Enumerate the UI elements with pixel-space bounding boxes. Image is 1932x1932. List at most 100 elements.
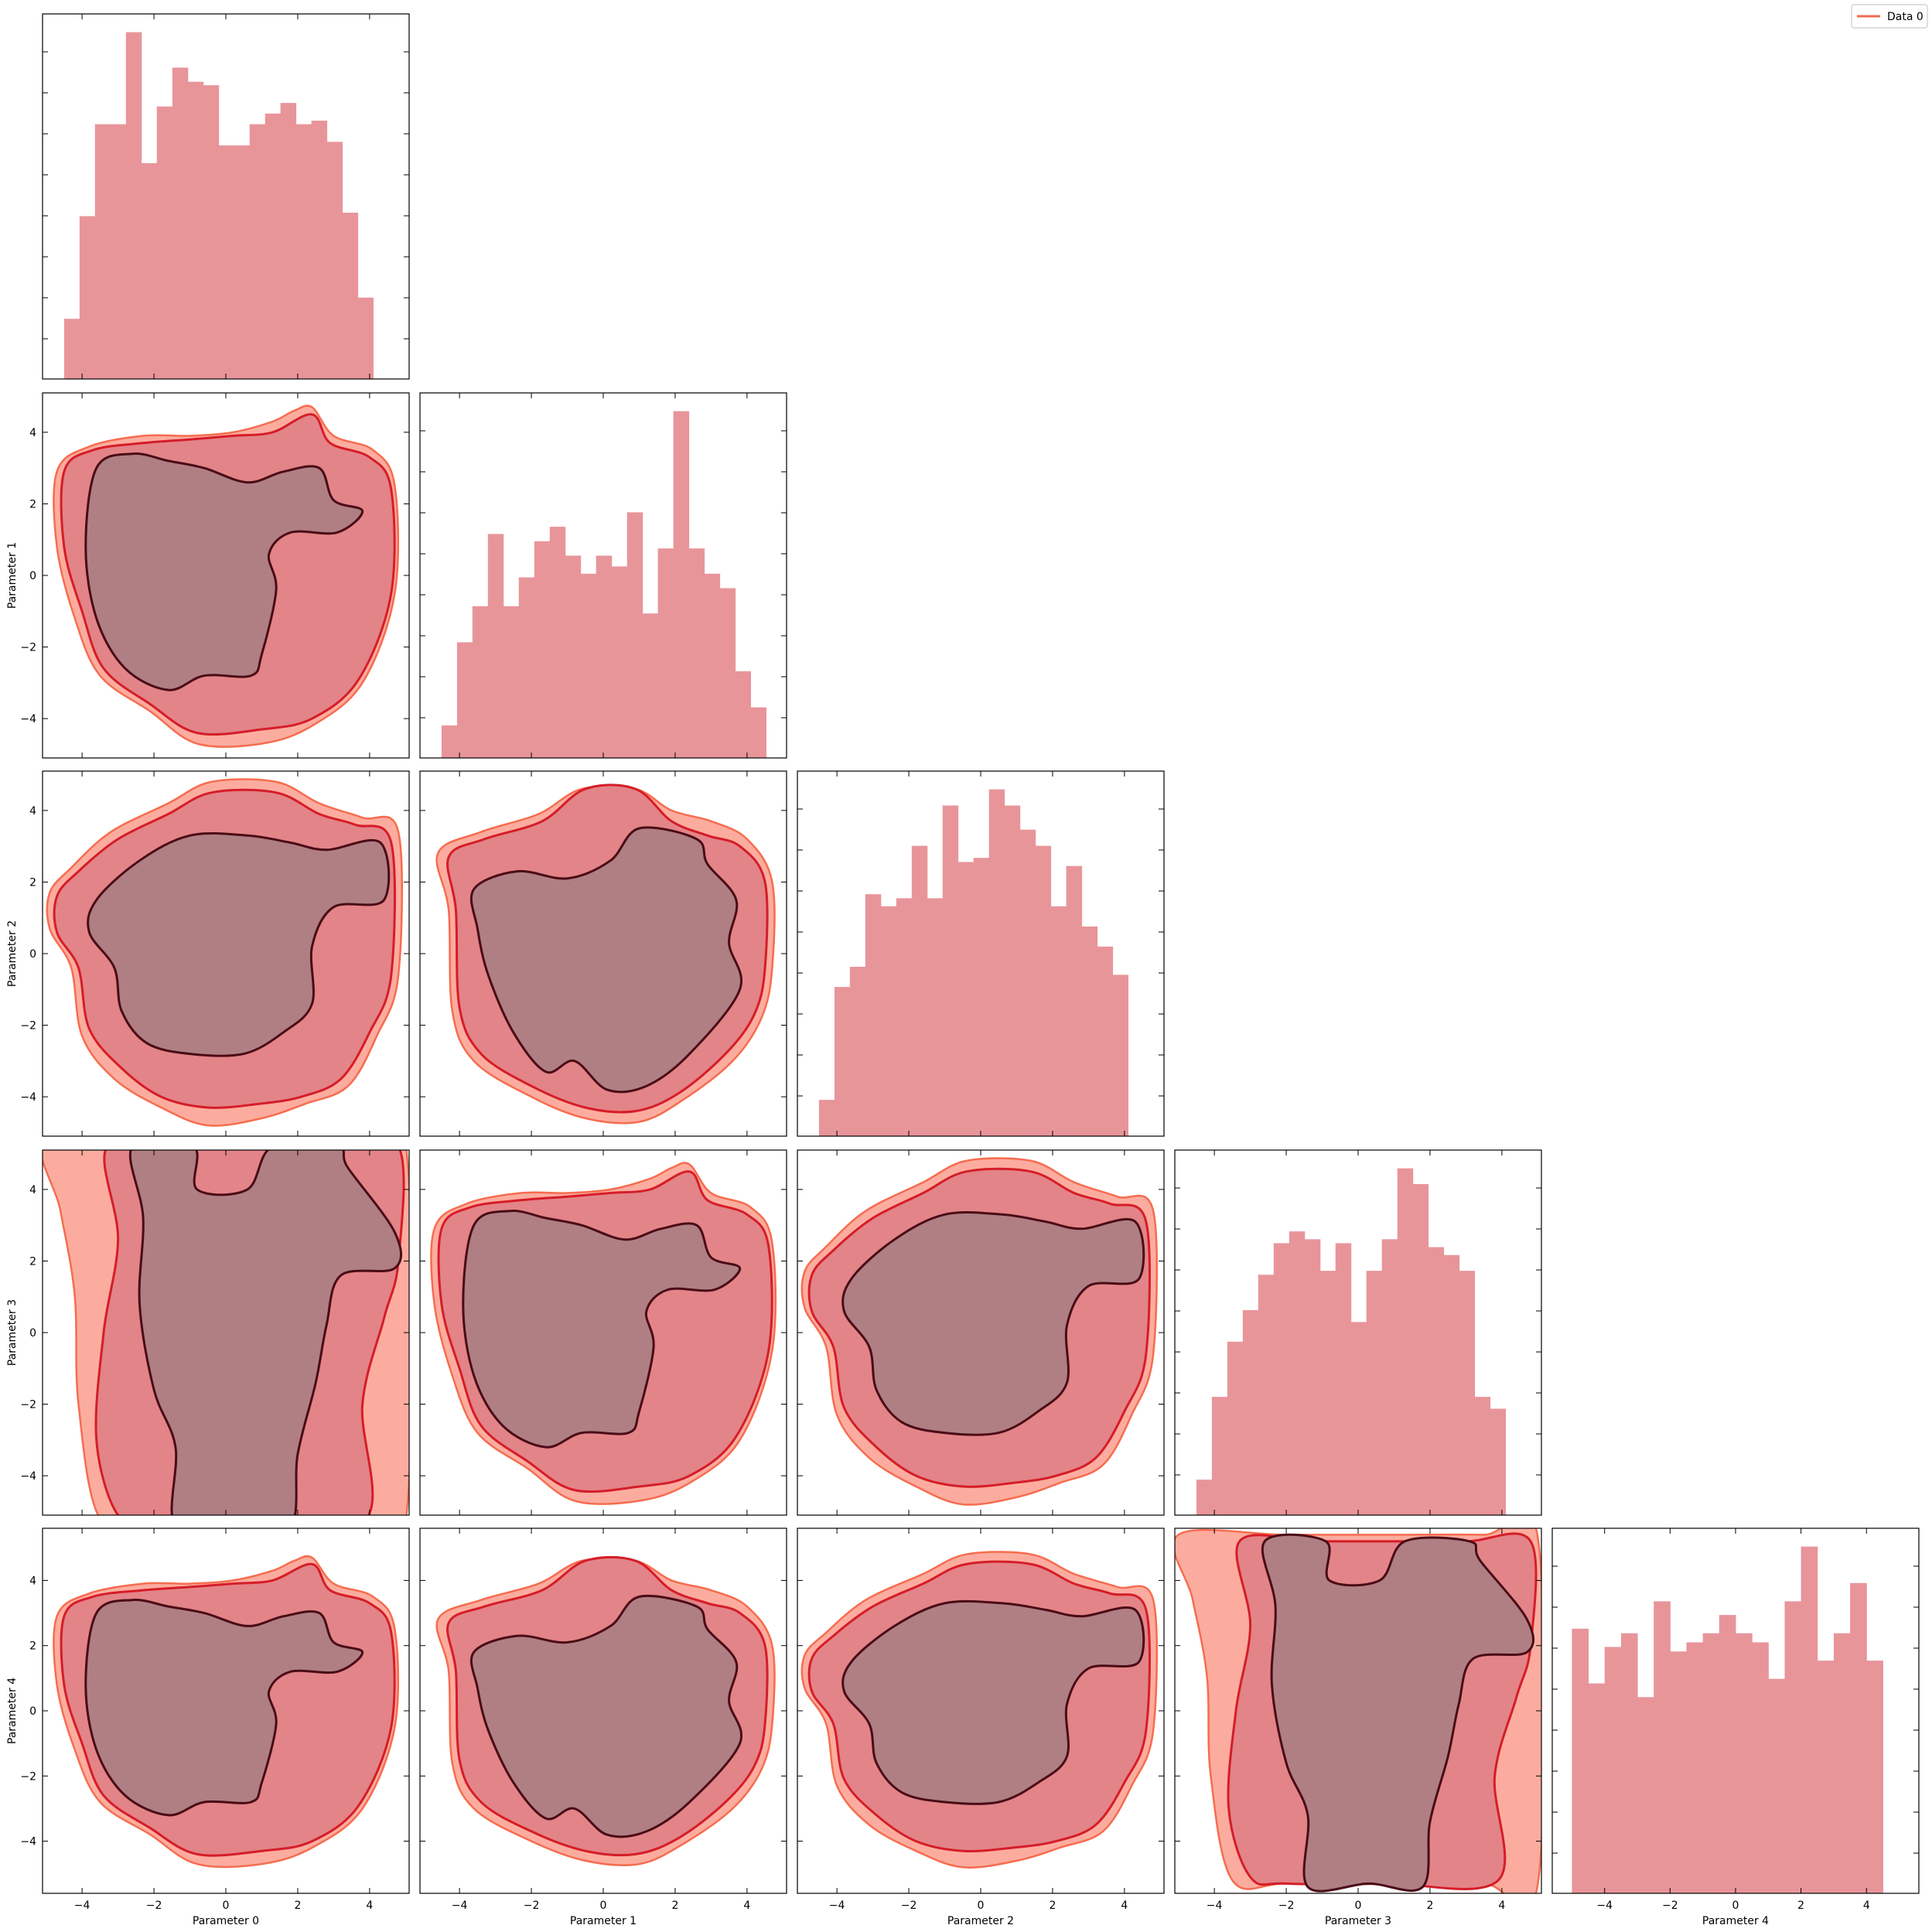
hist-bar-4-9	[1719, 1615, 1736, 1893]
hist-bar-2-1	[834, 987, 851, 1136]
xtick-label-4-2: 0	[1732, 1900, 1739, 1912]
hist-bar-0-10	[218, 145, 235, 379]
hist-bar-4-3	[1620, 1633, 1638, 1893]
contour-inner-3-4	[1261, 1533, 1535, 1893]
hist-bar-2-17	[1081, 926, 1098, 1136]
hist-bar-4-6	[1670, 1651, 1688, 1893]
hist-bar-2-9	[957, 862, 975, 1136]
xlabel-3: Parameter 3	[1325, 1915, 1391, 1927]
ytick-label-1-0: −4	[20, 713, 36, 725]
hist-bar-1-5	[518, 577, 535, 758]
panel-2-2	[797, 770, 1165, 1137]
hist-bar-1-3	[487, 534, 504, 758]
xtick-label-0-4: 4	[366, 1900, 373, 1912]
hist-bar-4-16	[1834, 1633, 1851, 1893]
hist-bar-4-1	[1588, 1683, 1606, 1893]
hist-bar-4-4	[1637, 1697, 1654, 1893]
xtick-label-3-3: 2	[1426, 1900, 1433, 1912]
hist-bar-0-14	[280, 103, 297, 379]
hist-bar-2-11	[988, 789, 1005, 1136]
panel-2-3	[797, 1149, 1165, 1516]
contour-inner-2-3	[841, 1211, 1145, 1436]
xtick-label-2-4: 4	[1121, 1900, 1128, 1912]
ylabel-3: Parameter 3	[6, 1299, 19, 1366]
hist-bar-1-13	[642, 613, 659, 758]
ytick-label-3-0: −4	[20, 1470, 36, 1483]
ytick-label-2-0: −4	[20, 1091, 36, 1104]
xtick-label-4-0: −4	[1596, 1900, 1613, 1912]
panel-0-0	[42, 13, 410, 380]
contour-inner-2-4	[841, 1599, 1145, 1805]
hist-bar-2-16	[1066, 865, 1083, 1136]
panel-3-3	[1174, 1149, 1542, 1516]
hist-bar-4-2	[1604, 1647, 1622, 1893]
hist-bar-2-0	[818, 1100, 835, 1136]
hist-bar-1-17	[704, 573, 721, 758]
hist-bar-4-7	[1686, 1642, 1704, 1893]
xtick-label-0-2: 0	[223, 1900, 230, 1912]
hist-bar-0-19	[357, 297, 374, 379]
contour-inner-0-4	[84, 1599, 364, 1817]
xtick-label-3-4: 4	[1498, 1900, 1505, 1912]
hist-bar-0-7	[172, 67, 189, 379]
hist-bar-1-1	[456, 642, 473, 758]
hist-bar-4-18	[1866, 1661, 1883, 1893]
xtick-label-1-3: 2	[671, 1900, 678, 1912]
hist-bar-4-5	[1654, 1601, 1671, 1893]
xtick-label-1-2: 0	[600, 1900, 607, 1912]
panel-1-3	[419, 1149, 787, 1516]
hist-bar-0-15	[295, 124, 312, 379]
hist-bar-2-18	[1097, 946, 1114, 1136]
ytick-label-3-3: 2	[29, 1255, 36, 1268]
hist-bar-2-3	[865, 894, 882, 1136]
hist-bar-2-7	[927, 898, 944, 1136]
hist-bar-4-15	[1817, 1661, 1835, 1893]
hist-bar-3-17	[1459, 1271, 1476, 1515]
hist-bar-0-4	[125, 32, 142, 379]
xlabel-0: Parameter 0	[193, 1915, 259, 1927]
hist-bar-2-14	[1035, 845, 1052, 1136]
hist-bar-0-3	[110, 124, 127, 379]
panel-grid: −4 −2 0 2 4 −4 −2 0 2 4 −4 −2 0 2 4 −4 −2 0 2 4 −4 −2 0 2 4 −4 −2 0…	[6, 13, 1920, 1927]
hist-bar-3-8	[1319, 1271, 1336, 1515]
ytick-label-1-4: 4	[29, 427, 36, 439]
panel-2-4: −4 −2 0 2 4	[797, 1528, 1165, 1912]
hist-bar-2-6	[911, 845, 928, 1136]
legend-label-data-0: Data 0	[1887, 11, 1923, 23]
hist-bar-0-17	[326, 142, 343, 379]
hist-bar-3-6	[1289, 1231, 1306, 1515]
xtick-label-2-3: 2	[1049, 1900, 1056, 1912]
xtick-label-2-1: −2	[901, 1900, 917, 1912]
xtick-label-2-0: −4	[829, 1900, 845, 1912]
hist-bar-1-16	[688, 548, 705, 758]
hist-bar-0-2	[94, 124, 111, 379]
hist-bar-4-14	[1801, 1546, 1818, 1893]
hist-bar-0-8	[187, 81, 204, 379]
hist-bar-4-8	[1702, 1633, 1720, 1893]
ytick-label-4-3: 2	[29, 1640, 36, 1653]
hist-bar-2-15	[1050, 906, 1067, 1136]
xlabel-1: Parameter 1	[570, 1915, 637, 1927]
panel-1-1	[419, 392, 787, 759]
xlabel-2: Parameter 2	[947, 1915, 1014, 1927]
xtick-label-3-0: −4	[1207, 1900, 1223, 1912]
contour-inner-1-4	[469, 1595, 742, 1838]
hist-bar-0-18	[342, 213, 359, 379]
ytick-label-4-0: −4	[20, 1836, 36, 1848]
xtick-label-4-4: 4	[1863, 1900, 1870, 1912]
ylabel-2: Parameter 2	[6, 920, 19, 987]
ytick-label-2-1: −2	[20, 1020, 36, 1033]
hist-bar-1-0	[441, 725, 458, 758]
contour-inner-1-3	[462, 1210, 742, 1449]
xtick-label-1-1: −2	[524, 1900, 540, 1912]
ytick-label-3-2: 0	[29, 1327, 36, 1340]
hist-bar-1-7	[549, 527, 566, 758]
hist-bar-2-12	[1004, 805, 1021, 1136]
hist-bar-4-17	[1850, 1582, 1867, 1893]
hist-bar-3-14	[1412, 1184, 1429, 1515]
hist-bar-3-11	[1366, 1271, 1383, 1515]
xtick-label-4-1: −2	[1662, 1900, 1678, 1912]
panel-1-2	[419, 770, 787, 1137]
hist-bar-3-19	[1490, 1408, 1506, 1515]
